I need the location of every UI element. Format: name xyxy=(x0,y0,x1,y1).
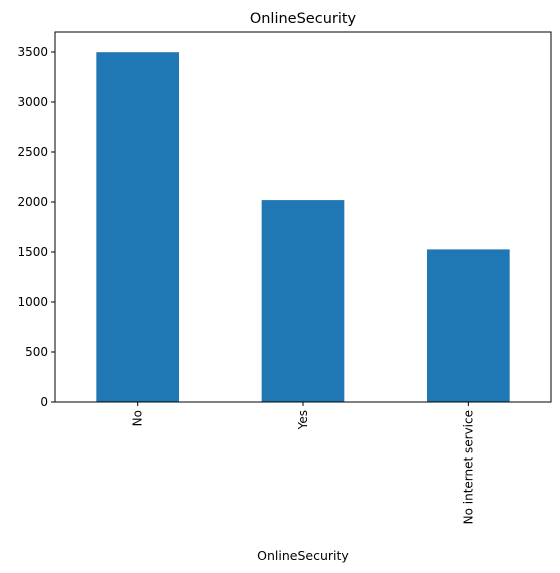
y-tick-label-6: 3000 xyxy=(17,95,48,109)
y-axis: 0 500 1000 1500 2000 2500 3000 3500 xyxy=(17,45,55,409)
x-axis-label: OnlineSecurity xyxy=(257,548,349,563)
x-tick-label-0: No xyxy=(131,410,145,426)
x-tick-label-2: No internet service xyxy=(461,410,475,524)
x-axis: No Yes No internet service xyxy=(131,402,476,524)
y-tick-label-3: 1500 xyxy=(17,245,48,259)
bars-group xyxy=(96,52,509,402)
chart-title: OnlineSecurity xyxy=(250,11,357,27)
y-tick-label-5: 2500 xyxy=(17,145,48,159)
y-tick-label-7: 3500 xyxy=(17,45,48,59)
y-tick-label-4: 2000 xyxy=(17,195,48,209)
x-tick-label-1: Yes xyxy=(296,410,310,430)
bar-2 xyxy=(427,249,510,402)
y-tick-label-2: 1000 xyxy=(17,295,48,309)
y-tick-label-0: 0 xyxy=(40,395,48,409)
y-tick-label-1: 500 xyxy=(25,345,48,359)
bar-1 xyxy=(262,200,345,402)
bar-0 xyxy=(96,52,179,402)
